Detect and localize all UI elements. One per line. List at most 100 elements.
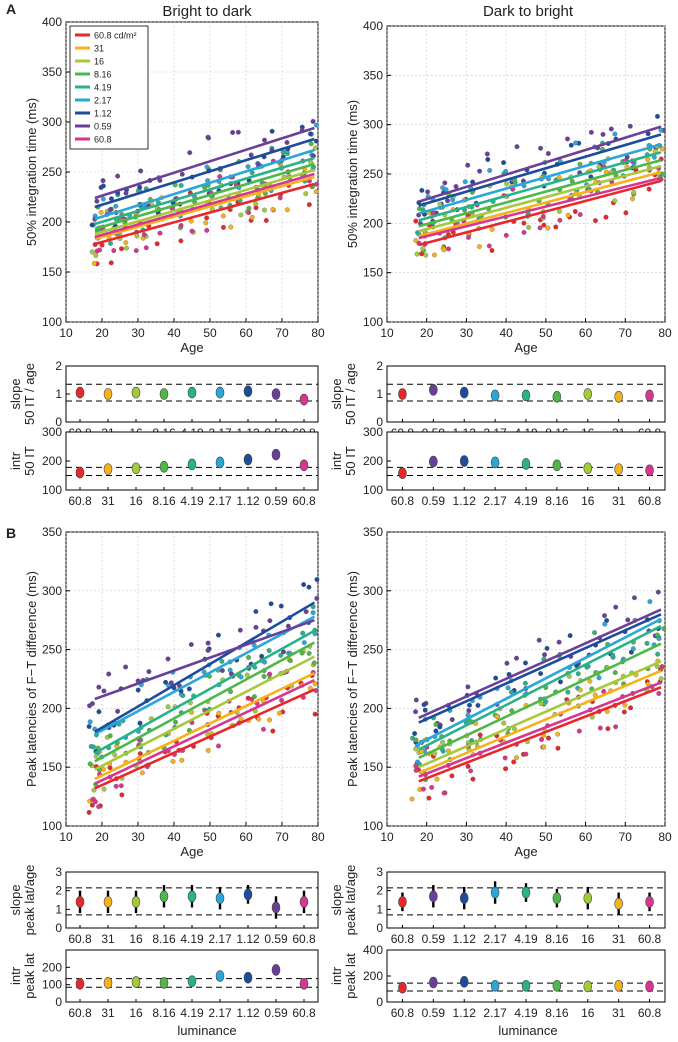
data-point xyxy=(106,671,112,677)
category-label: 31 xyxy=(101,494,115,508)
plot-frame xyxy=(386,949,666,1003)
data-point xyxy=(90,701,95,707)
data-point xyxy=(508,689,514,695)
data-point xyxy=(501,160,507,166)
mean-marker xyxy=(583,462,593,475)
data-point xyxy=(163,679,169,685)
data-point xyxy=(409,796,415,802)
mean-marker xyxy=(215,970,225,982)
mean-marker xyxy=(521,389,531,402)
mean-marker xyxy=(215,892,225,904)
category-label: 16 xyxy=(581,1006,595,1020)
x-tick-label: 40 xyxy=(499,326,513,340)
data-point xyxy=(645,157,651,162)
data-point xyxy=(465,684,471,690)
legend-label: 1.12 xyxy=(94,109,112,119)
column-title-left: Bright to dark xyxy=(162,3,252,20)
legend-label: 60.8 xyxy=(94,135,112,145)
data-point xyxy=(486,243,492,249)
regression-line xyxy=(418,151,662,222)
category-label: 31 xyxy=(101,1006,115,1020)
data-point xyxy=(541,222,547,228)
category-label: 2.17 xyxy=(483,1006,507,1020)
data-point xyxy=(565,136,570,142)
data-point xyxy=(449,773,455,779)
data-point xyxy=(206,135,211,141)
regression-line xyxy=(94,671,315,781)
data-point xyxy=(306,202,312,208)
category-label: 8.16 xyxy=(152,494,176,508)
data-point xyxy=(504,660,510,666)
category-label: 16 xyxy=(129,932,143,946)
data-point xyxy=(593,218,598,224)
data-point xyxy=(596,675,602,681)
data-point xyxy=(267,671,273,677)
category-label: 60.8 xyxy=(391,932,415,946)
data-point xyxy=(423,252,429,258)
data-point xyxy=(441,247,447,253)
data-point xyxy=(278,603,284,609)
chart-A-left-intr: 100 200 300 60.8 31 16 8.16 4.19 2.17 1.12 0.59 60.… xyxy=(8,425,319,508)
y-axis-label-line1: intr xyxy=(329,966,344,985)
mean-marker xyxy=(299,459,309,472)
mean-marker xyxy=(583,892,593,904)
category-label: 1.12 xyxy=(453,1006,477,1020)
data-point xyxy=(268,601,274,607)
data-point xyxy=(565,212,571,218)
mean-marker xyxy=(187,386,197,399)
data-point xyxy=(602,621,608,627)
regression-line xyxy=(418,624,662,751)
data-point xyxy=(654,632,660,638)
x-tick-label: 50 xyxy=(539,326,553,340)
mean-marker xyxy=(552,892,562,904)
mean-marker xyxy=(645,980,654,993)
data-point xyxy=(622,702,628,708)
category-label: 16 xyxy=(581,494,595,508)
data-point xyxy=(165,704,171,710)
data-point xyxy=(157,230,163,236)
data-point xyxy=(577,212,583,218)
data-point xyxy=(248,152,254,158)
data-point xyxy=(466,234,471,240)
data-point xyxy=(647,599,653,605)
legend-label: 16 xyxy=(94,57,104,67)
y-axis-label-line2: 50 IT / age xyxy=(343,363,358,425)
bottom-xlabel-right: luminance xyxy=(498,1023,557,1038)
regression-line xyxy=(94,162,315,231)
data-point xyxy=(414,251,420,257)
y-tick-label: 100 xyxy=(42,978,62,992)
data-point xyxy=(612,198,618,204)
regression-line xyxy=(418,686,662,783)
y-tick-label: 300 xyxy=(42,115,62,129)
data-point xyxy=(658,676,664,682)
category-label: 2.17 xyxy=(208,932,232,946)
mean-marker xyxy=(131,976,141,988)
y-tick-label: 350 xyxy=(42,65,62,79)
mean-marker xyxy=(429,455,438,468)
x-tick-label: 50 xyxy=(203,326,217,340)
y-axis-label-line2: peak lat/age xyxy=(343,865,358,936)
data-point xyxy=(434,776,440,782)
data-point xyxy=(466,708,472,714)
mean-marker xyxy=(103,977,113,989)
data-point xyxy=(514,144,520,150)
data-point xyxy=(154,241,160,247)
regression-line xyxy=(418,176,662,240)
regression-line xyxy=(94,601,316,734)
category-label: 1.12 xyxy=(453,494,477,508)
category-label: 16 xyxy=(129,1006,143,1020)
data-point xyxy=(98,209,104,215)
mean-marker xyxy=(103,463,113,475)
data-point xyxy=(413,767,419,773)
y-tick-label: 3 xyxy=(376,865,383,879)
data-point xyxy=(413,709,418,715)
data-point xyxy=(311,660,317,666)
data-point xyxy=(433,721,439,727)
data-point xyxy=(465,763,471,769)
data-point xyxy=(93,253,99,258)
data-point xyxy=(86,809,92,815)
y-tick-label: 300 xyxy=(363,584,383,598)
category-label: 0.59 xyxy=(264,932,288,946)
data-point xyxy=(421,702,427,708)
y-axis-label-line2: 50 IT xyxy=(22,446,37,476)
